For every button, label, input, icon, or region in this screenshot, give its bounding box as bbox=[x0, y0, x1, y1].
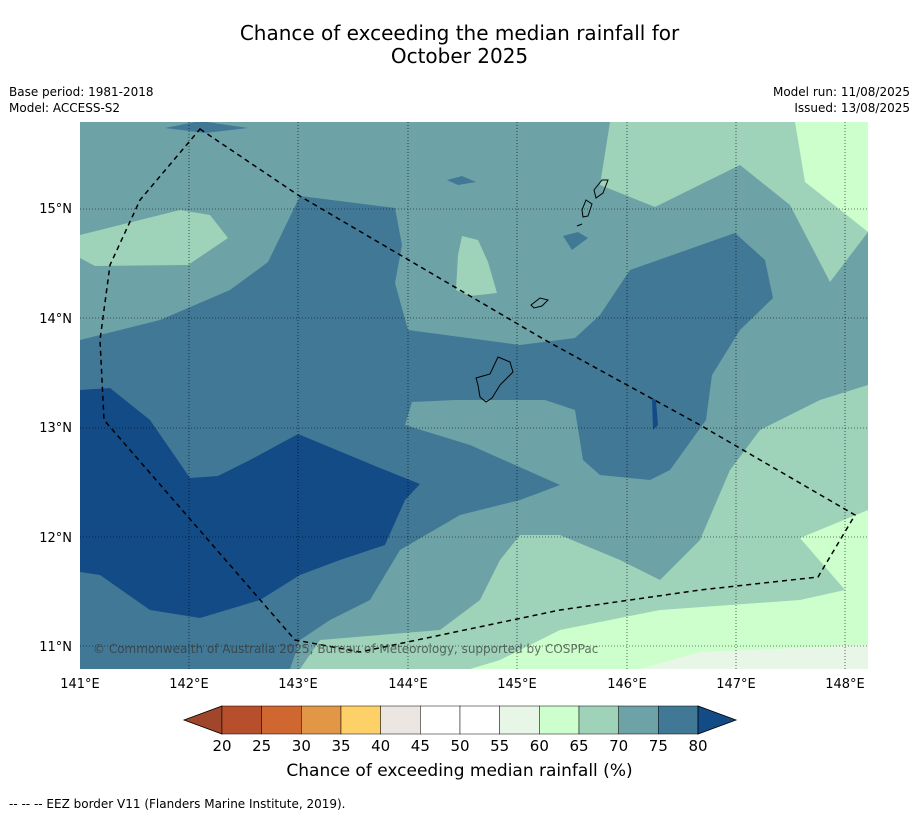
colorbar: 20 25 30 35 40 45 50 55 60 65 70 75 80 bbox=[182, 705, 738, 755]
colorbar-segment bbox=[459, 705, 500, 735]
contour-65-70-northeast bbox=[600, 122, 868, 282]
gridlines bbox=[80, 122, 868, 669]
colorbar-tick-label: 20 bbox=[212, 737, 231, 755]
colorbar-segment bbox=[539, 705, 580, 735]
colorbar-arrow-low bbox=[182, 705, 223, 735]
colorbar-segment bbox=[261, 705, 302, 735]
contour-above-80-small bbox=[652, 398, 658, 430]
meta-left: Base period: 1981-2018 Model: ACCESS-S2 bbox=[9, 84, 154, 116]
colorbar-tick-label: 80 bbox=[688, 737, 707, 755]
lat-label-14: 14°N bbox=[39, 312, 72, 327]
chart-title: Chance of exceeding the median rainfall … bbox=[0, 22, 919, 68]
colorbar-tick-label: 25 bbox=[252, 737, 271, 755]
eez-border bbox=[99, 128, 857, 653]
contour-65-70-southeast bbox=[300, 385, 868, 669]
lat-label-12: 12°N bbox=[39, 531, 72, 546]
meta-right: Model run: 11/08/2025 Issued: 13/08/2025 bbox=[773, 84, 910, 116]
rainfall-contours bbox=[80, 122, 868, 669]
lat-labels: 15°N 14°N 13°N 12°N 11°N bbox=[39, 202, 72, 655]
lat-label-15: 15°N bbox=[39, 202, 72, 217]
lon-label-148: 148°E bbox=[825, 677, 865, 692]
colorbar-segment bbox=[499, 705, 540, 735]
colorbar-tick-label: 30 bbox=[292, 737, 311, 755]
contour-65-70-small bbox=[456, 236, 497, 296]
colorbar-segment bbox=[380, 705, 421, 735]
lon-label-147: 147°E bbox=[716, 677, 756, 692]
contour-60-65-southeast bbox=[470, 510, 868, 669]
colorbar-arrow-high bbox=[697, 705, 738, 735]
issued-date: Issued: 13/08/2025 bbox=[794, 101, 910, 115]
base-period: Base period: 1981-2018 bbox=[9, 85, 154, 99]
colorbar-tick-label: 75 bbox=[649, 737, 668, 755]
lon-label-143: 143°E bbox=[278, 677, 318, 692]
colorbar-segment bbox=[420, 705, 461, 735]
saipan-island bbox=[593, 179, 609, 199]
lat-label-11: 11°N bbox=[39, 640, 72, 655]
lon-label-142: 142°E bbox=[169, 677, 209, 692]
colorbar-tick-label: 45 bbox=[411, 737, 430, 755]
guam-island bbox=[475, 356, 514, 403]
model-name: Model: ACCESS-S2 bbox=[9, 101, 121, 115]
footnote: -- -- -- EEZ border V11 (Flanders Marine… bbox=[9, 797, 346, 811]
colorbar-tick-label: 70 bbox=[609, 737, 628, 755]
lon-label-144: 144°E bbox=[388, 677, 428, 692]
colorbar-segment bbox=[221, 705, 262, 735]
lon-label-141: 141°E bbox=[60, 677, 100, 692]
copyright-text: © Commonwealth of Australia 2025, Bureau… bbox=[93, 642, 598, 656]
colorbar-segment bbox=[340, 705, 381, 735]
colorbar-tick-label: 55 bbox=[490, 737, 509, 755]
contour-55-60 bbox=[640, 645, 868, 669]
title-line-2: October 2025 bbox=[390, 44, 529, 68]
rota-island bbox=[530, 297, 549, 309]
colorbar-tick-label: 65 bbox=[569, 737, 588, 755]
colorbar-segment bbox=[578, 705, 619, 735]
contour-65-70-west bbox=[80, 210, 228, 266]
contour-75-80-blob-3 bbox=[563, 232, 588, 250]
colorbar-segment bbox=[618, 705, 659, 735]
aguijan-island bbox=[576, 223, 583, 227]
colorbar-tick-label: 50 bbox=[450, 737, 469, 755]
title-line-1: Chance of exceeding the median rainfall … bbox=[239, 21, 680, 45]
colorbar-tick-label: 35 bbox=[331, 737, 350, 755]
contour-60-65-corner bbox=[795, 122, 868, 232]
contour-75-80-blob-2 bbox=[447, 176, 476, 185]
contour-75-80-blob-1 bbox=[165, 122, 248, 133]
lat-label-13: 13°N bbox=[39, 421, 72, 436]
lon-label-146: 146°E bbox=[607, 677, 647, 692]
colorbar-tick-label: 40 bbox=[371, 737, 390, 755]
tinian-island bbox=[581, 199, 593, 218]
lon-labels: 141°E 142°E 143°E 144°E 145°E 146°E 147°… bbox=[60, 677, 865, 692]
model-run: Model run: 11/08/2025 bbox=[772, 85, 910, 99]
colorbar-tick-label: 60 bbox=[530, 737, 549, 755]
lon-label-145: 145°E bbox=[497, 677, 537, 692]
colorbar-title: Chance of exceeding median rainfall (%) bbox=[286, 761, 633, 781]
contour-above-80 bbox=[80, 388, 420, 618]
colorbar-segment bbox=[658, 705, 699, 735]
colorbar-segment bbox=[301, 705, 342, 735]
